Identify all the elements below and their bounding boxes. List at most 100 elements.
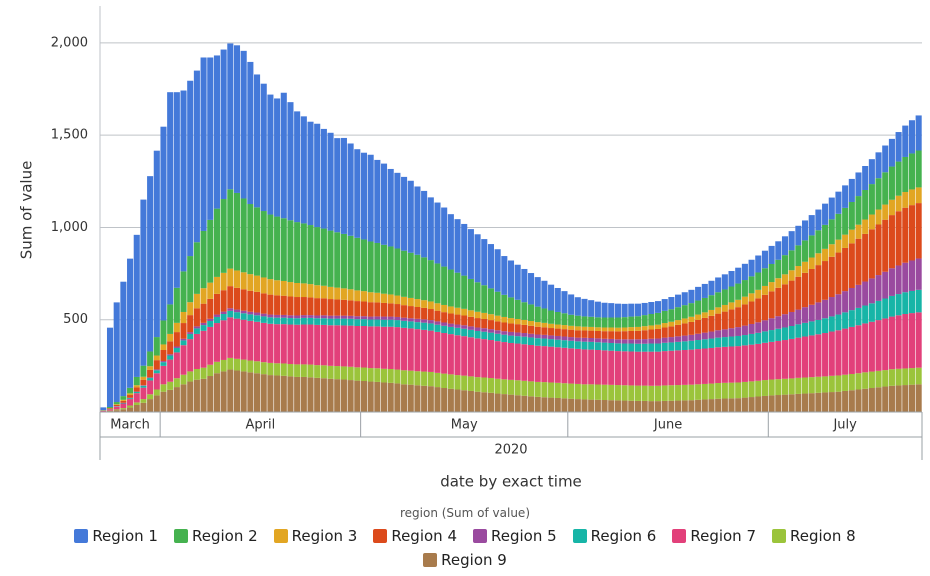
bar-segment [300, 223, 307, 284]
bar-segment [387, 294, 394, 304]
bar-segment [334, 325, 341, 367]
bar-segment [541, 327, 548, 335]
bar-segment [507, 297, 515, 319]
legend-item[interactable]: Region 2 [173, 525, 258, 547]
legend-item[interactable]: Region 6 [572, 525, 656, 547]
legend-item[interactable]: Region 5 [473, 525, 557, 547]
bar-segment [314, 315, 321, 319]
bar-segment [414, 318, 421, 323]
bar-segment [822, 261, 829, 300]
bar-segment [621, 327, 628, 332]
legend-item[interactable]: Region 3 [273, 525, 357, 547]
bar-segment [781, 236, 789, 256]
bar-segment [401, 176, 408, 251]
bar-segment [735, 283, 742, 300]
bar-segment [494, 330, 501, 334]
legend-item[interactable]: Region 9 [423, 549, 507, 571]
bar-segment [407, 370, 414, 385]
bar-segment [233, 287, 241, 310]
bar-segment [654, 385, 662, 402]
bar-segment [227, 357, 234, 370]
bar-segment [360, 316, 368, 320]
bar-segment [207, 282, 214, 299]
bar-segment [267, 294, 274, 315]
bar-segment [380, 368, 388, 383]
bar-segment [167, 354, 174, 356]
bar-segment [434, 303, 441, 311]
bar-segment [748, 381, 755, 398]
bar-segment [688, 289, 695, 304]
bar-segment [768, 330, 775, 342]
bar-segment [147, 369, 154, 378]
bar-segment [213, 373, 220, 412]
legend-item[interactable]: Region 1 [74, 525, 158, 547]
bar-segment [715, 307, 722, 314]
bar-segment [394, 172, 401, 249]
bar-segment [407, 318, 414, 322]
bar-segment [614, 317, 621, 328]
bar-segment [755, 289, 762, 299]
y-tick-label: 2,000 [51, 35, 88, 50]
bar-segment [127, 395, 134, 398]
bar-segment [822, 333, 829, 377]
bar-segment [421, 319, 428, 323]
bar-segment [748, 397, 755, 412]
bar-segment [882, 271, 889, 299]
bar-segment [487, 288, 494, 315]
bar-segment [708, 338, 715, 348]
bar-segment [795, 276, 802, 310]
bar-segment [167, 389, 174, 412]
bar-segment [788, 338, 795, 379]
bar-segment [668, 297, 675, 310]
bar-segment [594, 384, 601, 400]
bar-segment [300, 376, 307, 412]
bar-segment [193, 308, 200, 327]
bar-segment [461, 308, 468, 316]
bar-segment [287, 324, 294, 365]
bar-segment [467, 278, 474, 311]
bar-segment [407, 252, 414, 298]
legend-title: region (Sum of value) [399, 506, 530, 520]
bar-segment [654, 328, 662, 339]
bar-segment [554, 339, 561, 348]
bar-segment [193, 379, 200, 412]
bar-segment [247, 274, 254, 291]
bar-segment [554, 311, 561, 325]
bar-segment [802, 336, 809, 378]
legend-item[interactable]: Region 7 [672, 525, 756, 547]
bar-segment [675, 294, 682, 308]
bar-segment [267, 94, 274, 215]
bar-segment [367, 302, 374, 317]
bar-segment [534, 334, 541, 339]
bar-segment [848, 373, 855, 391]
bar-segment [721, 398, 728, 412]
bar-segment [875, 320, 882, 371]
bar-segment [334, 366, 341, 380]
bar-segment [661, 342, 668, 352]
legend-swatch [572, 529, 587, 543]
bar-segment [842, 328, 849, 375]
bar-segment [548, 310, 555, 324]
bar-segment [354, 319, 361, 327]
legend-swatch [373, 529, 388, 543]
bar-segment [548, 339, 555, 347]
bar-segment [461, 223, 468, 276]
bar-segment [888, 369, 895, 386]
legend-item[interactable]: Region 4 [373, 525, 457, 547]
y-tick-label: 500 [63, 312, 88, 327]
bar-segment [775, 379, 782, 396]
bar-segment [621, 303, 628, 318]
bar-segment [521, 319, 528, 325]
bar-segment [507, 318, 515, 324]
bar-segment [701, 348, 708, 384]
bar-segment [327, 378, 334, 412]
bar-segment [254, 291, 261, 313]
bar-segment [634, 330, 642, 340]
bar-segment [681, 305, 688, 319]
bar-segment [554, 382, 561, 398]
bar-segment [708, 309, 715, 316]
bar-segment [220, 314, 227, 321]
legend-item[interactable]: Region 8 [772, 525, 856, 547]
bar-segment [120, 400, 127, 403]
bar-segment [401, 370, 408, 385]
